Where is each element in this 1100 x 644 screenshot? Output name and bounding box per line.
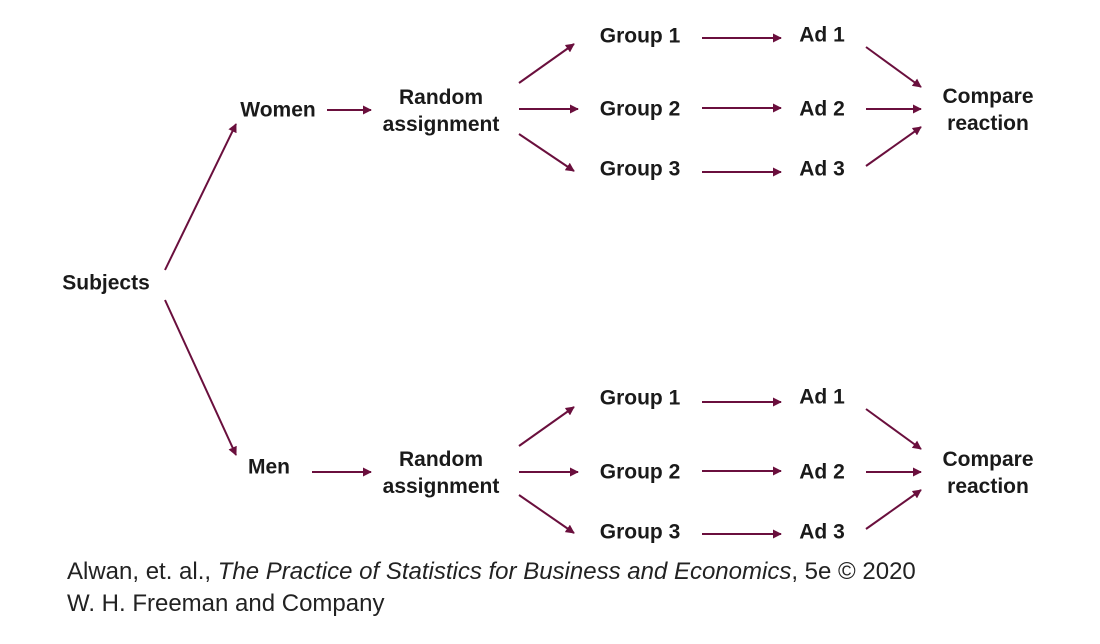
caption-publisher: W. H. Freeman and Company bbox=[67, 590, 385, 617]
subjects-node: Subjects bbox=[62, 271, 150, 295]
women-group-1-node: Group 1 bbox=[599, 24, 681, 48]
arrow-subjects-to-men bbox=[164, 299, 237, 456]
caption-authors: Alwan, et. al., bbox=[67, 558, 218, 585]
men-ad-2-node: Ad 2 bbox=[799, 460, 845, 484]
men-compare-reaction-node: Compare reaction bbox=[942, 446, 1033, 500]
men-random-assignment-node: Random assignment bbox=[383, 446, 500, 500]
men-group-1-node: Group 1 bbox=[599, 386, 681, 410]
men-group-3-node: Group 3 bbox=[599, 520, 681, 544]
source-caption: Alwan, et. al., The Practice of Statisti… bbox=[67, 556, 916, 620]
arrow-men-random-to-group-3 bbox=[518, 494, 575, 534]
women-ad-2-node: Ad 2 bbox=[799, 97, 845, 121]
arrow-women-random-to-group-3 bbox=[518, 133, 575, 172]
women-compare-line-1: Compare bbox=[942, 85, 1034, 108]
arrow-men-ad-1-to-compare bbox=[865, 408, 922, 450]
arrow-women-ad-1-to-compare bbox=[865, 46, 922, 88]
caption-book-title: The Practice of Statistics for Business … bbox=[217, 558, 792, 585]
women-ad-3-node: Ad 3 bbox=[799, 157, 845, 181]
women-node: Women bbox=[240, 98, 316, 122]
arrow-women-ad-3-to-compare bbox=[865, 126, 922, 167]
arrow-subjects-to-women bbox=[164, 123, 237, 271]
men-group-2-node: Group 2 bbox=[599, 460, 681, 484]
men-compare-line-2: reaction bbox=[947, 475, 1029, 498]
men-ad-1-node: Ad 1 bbox=[799, 385, 845, 409]
women-random-assignment-node: Random assignment bbox=[383, 84, 500, 138]
caption-line-1: Alwan, et. al., The Practice of Statisti… bbox=[67, 556, 916, 588]
arrow-women-random-to-group-1 bbox=[518, 43, 575, 84]
arrow-men-random-to-group-1 bbox=[518, 406, 575, 447]
women-ad-1-node: Ad 1 bbox=[799, 23, 845, 47]
women-compare-reaction-node: Compare reaction bbox=[942, 83, 1033, 137]
men-compare-line-1: Compare bbox=[942, 448, 1034, 471]
women-random-line-2: assignment bbox=[382, 113, 500, 136]
men-node: Men bbox=[248, 455, 290, 479]
caption-edition: , 5e © 2020 bbox=[791, 558, 916, 585]
arrow-men-ad-3-to-compare bbox=[865, 489, 922, 530]
men-ad-3-node: Ad 3 bbox=[799, 520, 845, 544]
women-compare-line-2: reaction bbox=[947, 112, 1029, 135]
men-random-line-1: Random bbox=[398, 448, 483, 471]
men-random-line-2: assignment bbox=[382, 475, 500, 498]
women-group-2-node: Group 2 bbox=[599, 97, 681, 121]
women-random-line-1: Random bbox=[398, 86, 483, 109]
women-group-3-node: Group 3 bbox=[599, 157, 681, 181]
